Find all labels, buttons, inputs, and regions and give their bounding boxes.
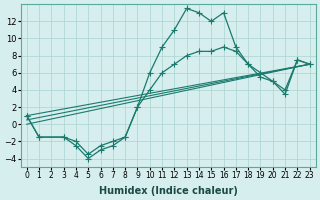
X-axis label: Humidex (Indice chaleur): Humidex (Indice chaleur)	[99, 186, 238, 196]
